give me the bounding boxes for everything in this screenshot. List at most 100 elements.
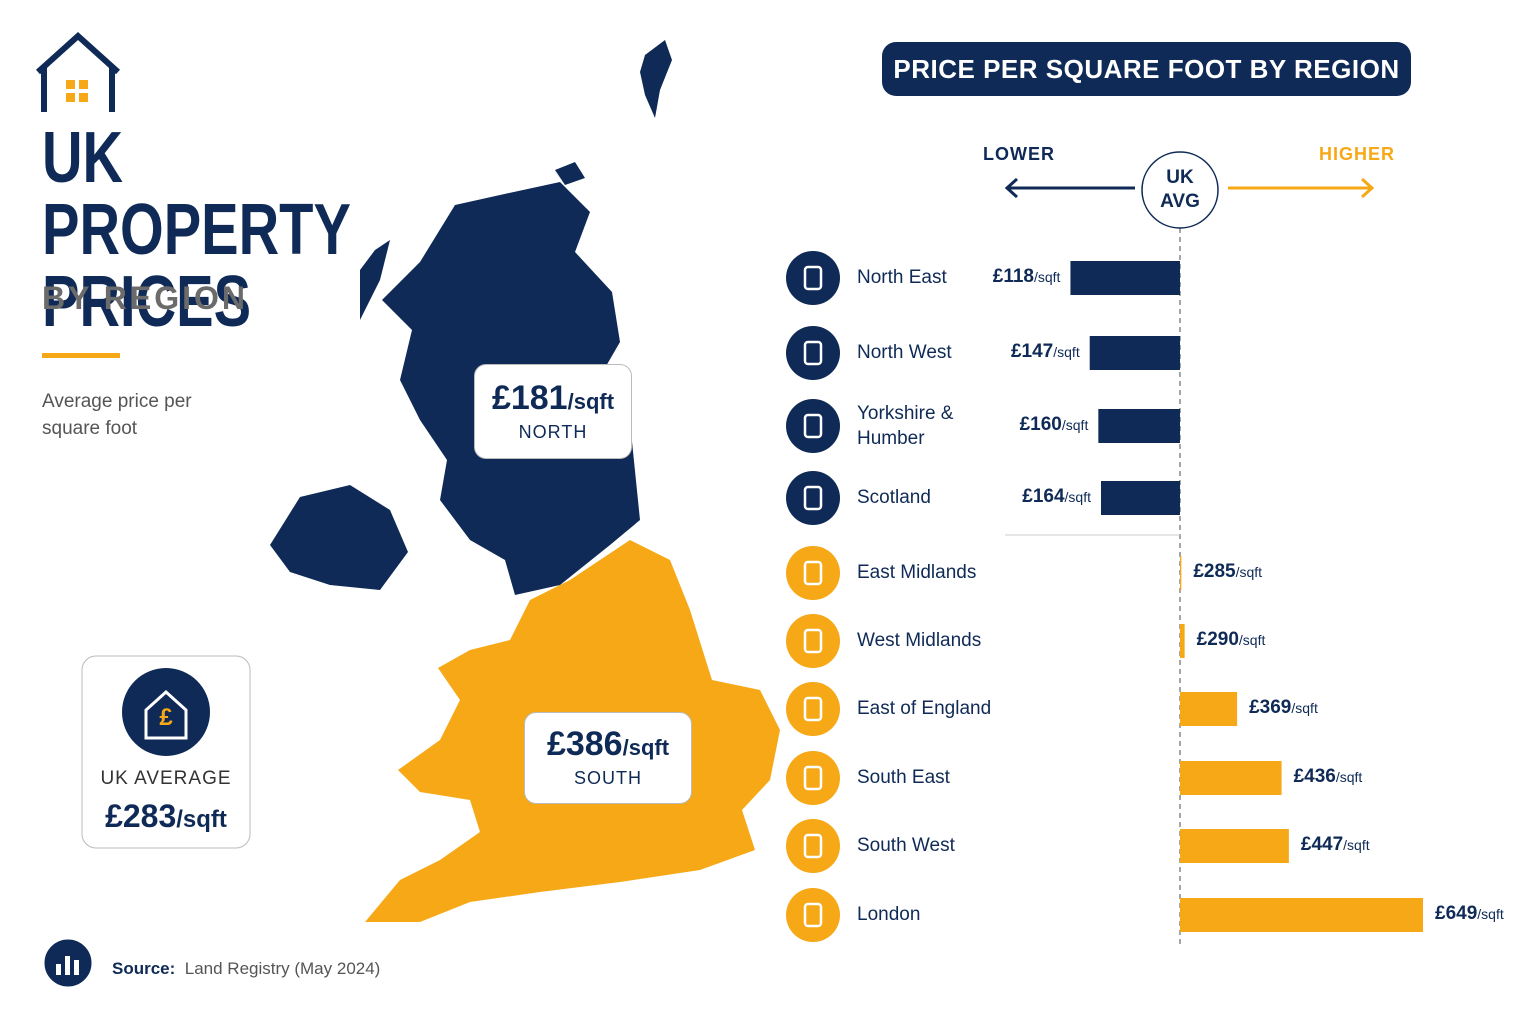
region-icon-glyph	[803, 413, 823, 439]
category-label: West Midlands	[857, 630, 982, 651]
description: Average price per square foot	[42, 391, 192, 439]
average-icon-pound: £	[159, 704, 173, 731]
region-icon	[786, 614, 840, 668]
region-icon-glyph	[803, 265, 823, 291]
bar	[1180, 829, 1289, 863]
value-number: £649	[1435, 903, 1478, 924]
bar	[1100, 481, 1180, 515]
higher-label: HIGHER	[1319, 144, 1396, 164]
value-label: £649/sqft	[1435, 903, 1504, 925]
region-icon	[786, 326, 840, 380]
region-icon-glyph	[803, 902, 823, 928]
value-label: £147/sqft	[1011, 341, 1080, 363]
category-label: Yorkshire & Humber	[857, 403, 954, 449]
subtitle: BY REGION	[42, 280, 248, 316]
value-number: £147	[1010, 341, 1054, 362]
region-icon-glyph	[803, 765, 823, 791]
source-text: Land Registry (May 2024)	[184, 959, 381, 978]
category-label: North West	[857, 342, 952, 363]
north-box: £181/sqft NORTH	[474, 364, 632, 459]
unit: /sqft	[1053, 344, 1080, 360]
value-label: £369/sqft	[1249, 697, 1318, 719]
lower-label: LOWER	[983, 144, 1055, 164]
unit: /sqft	[1061, 417, 1089, 433]
bar	[1180, 556, 1182, 590]
value-number: £285	[1193, 561, 1236, 582]
unit: /sqft	[1291, 700, 1318, 716]
average-short-label: UK AVG	[1160, 167, 1200, 212]
bar	[1180, 624, 1185, 658]
value-label: £160/sqft	[1020, 414, 1089, 436]
bar	[1180, 761, 1282, 795]
category-label: South West	[857, 835, 955, 856]
region-icon	[786, 471, 840, 525]
region-icon-glyph	[803, 560, 823, 586]
region-icon-glyph	[803, 628, 823, 654]
unit: /sqft	[1335, 769, 1363, 785]
accent-line	[42, 353, 120, 358]
bar	[1089, 336, 1180, 370]
value-number: £118	[992, 266, 1034, 287]
bar	[1098, 409, 1180, 443]
average-number: £283	[105, 798, 177, 834]
region-icon-glyph	[803, 696, 823, 722]
average-icon	[122, 668, 210, 756]
unit: /sqft	[1235, 564, 1263, 580]
category-label: North East	[857, 267, 947, 288]
source: Source: Land Registry (May 2024)	[112, 959, 380, 979]
unit: /sqft	[1343, 837, 1370, 853]
average-icon-house	[144, 689, 188, 740]
value-number: £164	[1022, 486, 1065, 507]
value-number: £160	[1019, 414, 1062, 435]
category-label: East of England	[857, 698, 992, 719]
region-icon	[786, 751, 840, 805]
value-label: £118/sqft	[993, 266, 1061, 288]
north-label: NORTH	[518, 422, 588, 442]
category-label: Scotland	[857, 487, 931, 508]
value-label: £164/sqft	[1022, 486, 1091, 508]
region-icon	[786, 546, 840, 600]
unit: /sqft	[176, 806, 227, 833]
value-number: £290	[1196, 629, 1239, 650]
average-circle	[1141, 151, 1219, 229]
region-icon	[786, 888, 840, 942]
category-label: South East	[857, 767, 950, 788]
south-box: £386/sqft SOUTH	[524, 712, 692, 804]
chart-title: PRICE PER SQUARE FOOT BY REGION	[882, 42, 1411, 96]
unit: /sqft	[567, 389, 615, 414]
value-label: £285/sqft	[1193, 561, 1262, 583]
bar	[1070, 261, 1180, 295]
average-value: £283/sqft	[82, 798, 250, 835]
bar	[1180, 692, 1238, 726]
unit: /sqft	[1477, 906, 1504, 922]
higher-arrow	[1228, 177, 1375, 199]
title: UK PROPERTY PRICES	[42, 118, 350, 342]
unit: /sqft	[1033, 269, 1061, 285]
region-icon-glyph	[803, 485, 823, 511]
average-label: UK AVERAGE	[100, 768, 232, 789]
bar	[1180, 898, 1423, 932]
house-logo	[35, 31, 121, 112]
region-icon	[786, 399, 840, 453]
source-label: Source:	[112, 959, 176, 978]
value-label: £290/sqft	[1197, 629, 1266, 651]
category-label: East Midlands	[857, 562, 977, 583]
region-icon	[786, 251, 840, 305]
value-number: £447	[1300, 834, 1344, 855]
category-label: London	[857, 904, 921, 925]
region-icon-glyph	[803, 833, 823, 859]
region-icon-glyph	[803, 340, 823, 366]
value-number: £369	[1249, 697, 1292, 718]
unit: /sqft	[1238, 632, 1266, 648]
south-value: £386	[546, 725, 623, 763]
source-icon-bars	[56, 956, 79, 975]
south-label: SOUTH	[574, 768, 642, 788]
value-label: £436/sqft	[1294, 766, 1363, 788]
north-value: £181	[491, 379, 568, 417]
lower-arrow	[1004, 177, 1135, 199]
unit: /sqft	[622, 735, 670, 760]
region-icon	[786, 819, 840, 873]
region-icon	[786, 682, 840, 736]
unit: /sqft	[1064, 489, 1091, 505]
